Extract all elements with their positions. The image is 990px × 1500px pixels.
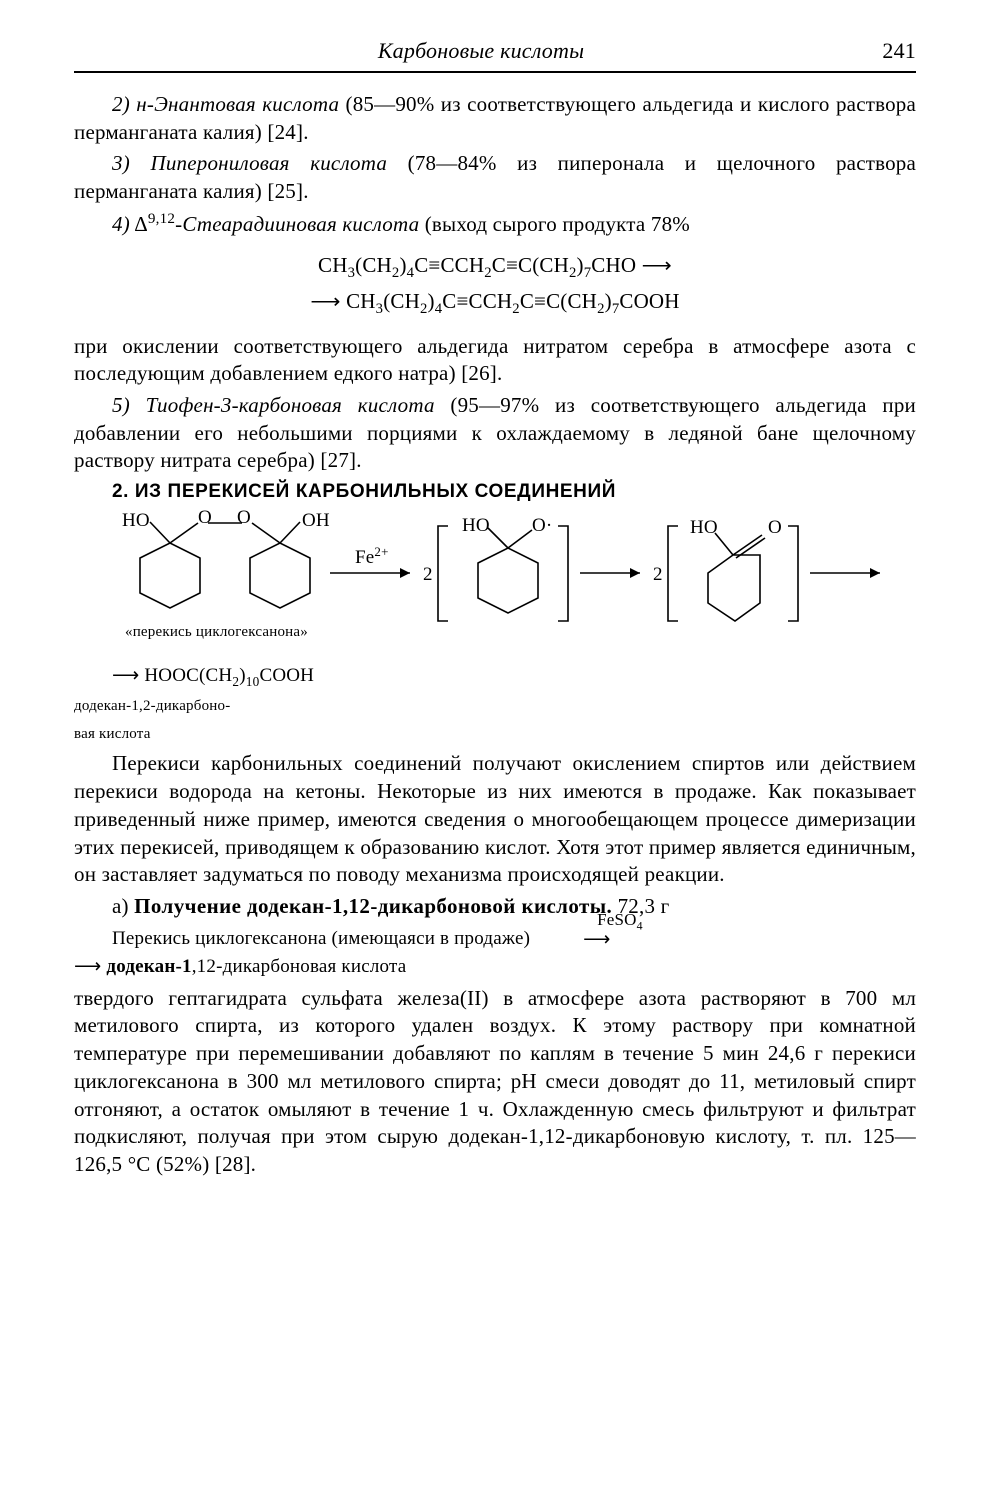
entry-4-num: 4) <box>112 212 130 236</box>
page-body: 2) н-Энантовая кислота (85—90% из соотве… <box>74 91 916 1179</box>
entry-2: 2) н-Энантовая кислота (85—90% из соотве… <box>74 91 916 146</box>
reaction-scheme-svg: HO O O OH Fe2+ 2 HO O· 2 HO O «перекись … <box>80 508 910 658</box>
scheme2-line2: ⟶ додекан-1,12-дикарбоновая кислота <box>74 956 406 977</box>
scheme-rad-HO: HO <box>462 515 490 536</box>
entry-4-tail: при окислении соответствующего альдегида… <box>74 333 916 388</box>
header-title: Карбоновые кислоты <box>378 36 584 65</box>
page-number: 241 <box>882 36 916 65</box>
scheme-HO-a: HO <box>122 510 150 531</box>
formula-line2: ⟶ CH3(CH2)4C≡CCH2C≡C(CH2)7COOH <box>310 289 679 313</box>
scheme-coef-b: 2 <box>653 564 663 585</box>
scheme-product-cap1: додекан-1,2-дикарбоно- <box>74 698 230 714</box>
entry-3-num: 3) <box>112 151 130 175</box>
reaction-scheme-2: Перекись циклогексанона (имеющаяси в про… <box>74 925 916 981</box>
scheme2-reagent: FeSO4 <box>559 908 643 935</box>
header-spacer <box>74 36 80 65</box>
entry-4-delta: Δ <box>130 212 148 236</box>
entry-2-num: 2) <box>112 92 130 116</box>
formula-line1: CH3(CH2)4C≡CCH2C≡C(CH2)7CHO ⟶ <box>318 253 672 277</box>
entry-4-name: -Стеарадииновая кислота <box>175 212 419 236</box>
entry-4: 4) Δ9,12-Стеарадииновая кислота (выход с… <box>74 210 916 239</box>
page: Карбоновые кислоты 241 2) н-Энантовая ки… <box>0 0 990 1500</box>
running-header: Карбоновые кислоты 241 <box>74 36 916 73</box>
scheme-O-b: O <box>237 508 251 528</box>
entry-5: 5) Тиофен-3-карбоновая кислота (95—97% и… <box>74 392 916 475</box>
entry-4-sup: 9,12 <box>148 211 175 227</box>
para-peroxides: Перекиси карбонильных соединений получаю… <box>74 750 916 889</box>
entry-3-name: Пиперониловая кислота <box>130 151 387 175</box>
para-a: а) Получение додекан-1,12-дикарбоновой к… <box>74 893 916 921</box>
scheme-product: ⟶ HOOC(CH2)10COOH додекан-1,2-дикарбоно-… <box>74 662 916 746</box>
entry-5-name: Тиофен-3-карбоновая кислота <box>130 393 435 417</box>
entry-2-name: н-Энантовая кислота <box>130 92 339 116</box>
reaction-scheme-1: HO O O OH Fe2+ 2 HO O· 2 HO O «перекись … <box>74 508 916 658</box>
scheme-OH-b: OH <box>302 510 330 531</box>
scheme-reagent: Fe2+ <box>355 544 389 568</box>
scheme-product-formula: ⟶ HOOC(CH2)10COOH <box>112 665 314 686</box>
scheme-carb-O: O <box>768 517 782 538</box>
formula-stearadiynoic: CH3(CH2)4C≡CCH2C≡C(CH2)7CHO ⟶ ⟶ CH3(CH2)… <box>74 249 916 321</box>
para-procedure: твердого гептагидрата сульфата железа(II… <box>74 985 916 1179</box>
scheme-product-cap2: вая кислота <box>74 726 151 742</box>
scheme-rad-O: O· <box>532 515 552 536</box>
scheme-carb-HO: HO <box>690 517 718 538</box>
entry-4-rest: (выход сырого продукта 78% <box>419 212 690 236</box>
entry-3: 3) Пиперониловая кислота (78—84% из пипе… <box>74 150 916 205</box>
scheme2-line1: Перекись циклогексанона (имеющаяси в про… <box>112 928 530 949</box>
scheme-O-a: O <box>198 508 212 528</box>
para-a-bold: Получение додекан-1,12-дикарбоновой кисл… <box>134 894 612 918</box>
scheme-coef-a: 2 <box>423 564 433 585</box>
para-a-lead: а) <box>112 894 134 918</box>
entry-5-num: 5) <box>112 393 130 417</box>
section-heading: 2. ИЗ ПЕРЕКИСЕЙ КАРБОНИЛЬНЫХ СОЕДИНЕНИЙ <box>74 479 916 504</box>
scheme-left-caption: «перекись циклогексанона» <box>125 624 308 640</box>
